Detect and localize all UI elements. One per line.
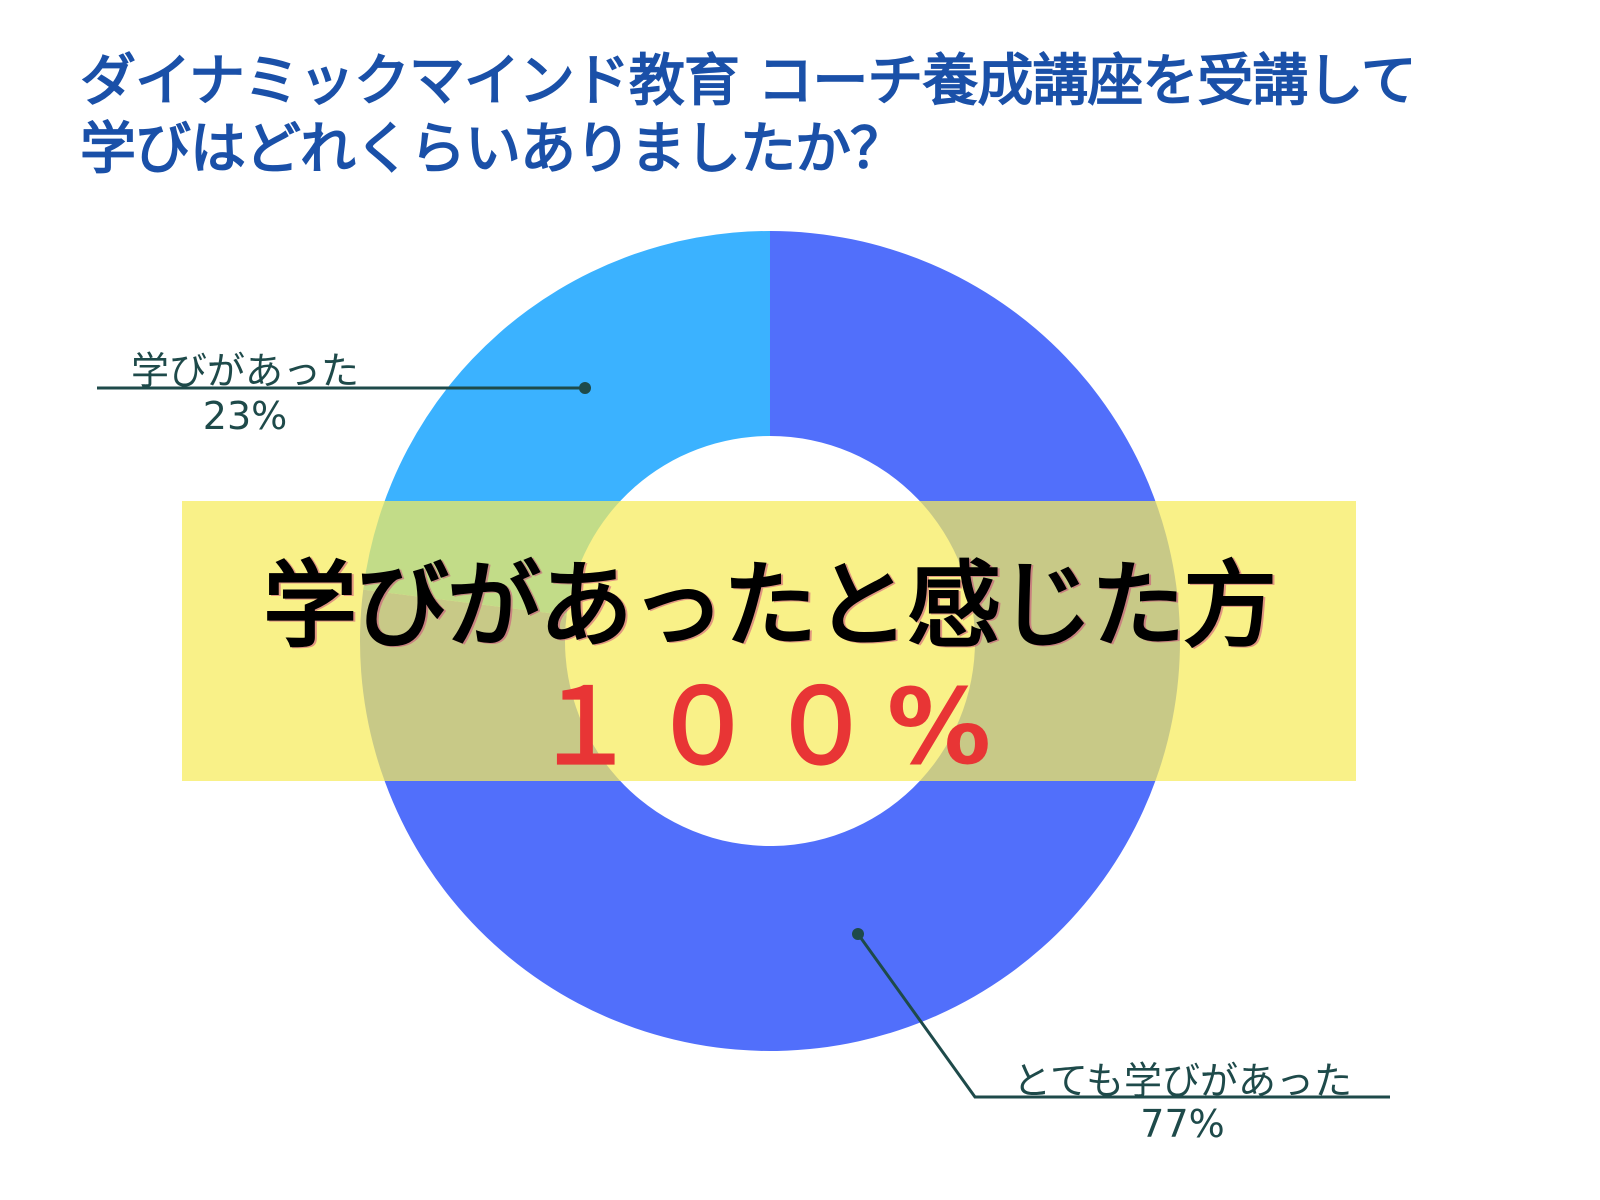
leader-line-totemo — [856, 933, 1390, 1099]
donut-slice-0 — [359, 231, 1181, 1051]
chart-title: ダイナミックマインド教育 コーチ養成講座を受講して 学びはどれくらいありましたか… — [80, 48, 1417, 184]
slice-value-manabi: 23% — [202, 394, 288, 438]
headline-text: 学びがあったと感じた方 — [262, 552, 1277, 661]
chart-title-line-2: 学びはどれくらいありましたか？ — [80, 117, 906, 182]
highlight-band — [182, 501, 1356, 781]
leader-dot-totemo — [852, 928, 864, 940]
slice-label-manabi: 学びがあった — [130, 349, 359, 393]
leader-dot-manabi — [579, 382, 591, 394]
chart-title-line-1: ダイナミックマインド教育 コーチ養成講座を受講して — [80, 49, 1417, 114]
headline-percent: １００% — [532, 666, 1006, 788]
slice-value-totemo: 77% — [1140, 1102, 1225, 1146]
slice-label-totemo: とても学びがあった — [1013, 1059, 1352, 1103]
